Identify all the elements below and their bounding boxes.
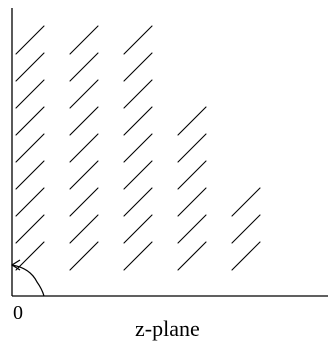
- hatch-stroke: [123, 25, 153, 55]
- hatch-stroke: [123, 187, 153, 217]
- hatch-stroke: [231, 241, 261, 271]
- hatch-stroke: [69, 160, 99, 190]
- hatch-stroke: [15, 52, 45, 82]
- hatch-stroke: [69, 214, 99, 244]
- hatch-stroke: [177, 214, 207, 244]
- hatch-stroke: [123, 241, 153, 271]
- hatch-stroke: [15, 25, 45, 55]
- angle-arc: [11, 264, 45, 297]
- hatch-stroke: [123, 133, 153, 163]
- hatch-stroke: [177, 106, 207, 136]
- hatch-stroke: [69, 241, 99, 271]
- hatch-stroke: [15, 241, 45, 271]
- hatch-stroke: [123, 160, 153, 190]
- hatch-stroke: [123, 52, 153, 82]
- hatch-stroke: [15, 79, 45, 109]
- hatch-stroke: [15, 133, 45, 163]
- origin-label: 0: [13, 302, 23, 324]
- hatch-stroke: [231, 214, 261, 244]
- hatch-stroke: [177, 160, 207, 190]
- hatch-stroke: [123, 214, 153, 244]
- hatch-stroke: [15, 214, 45, 244]
- hatched-region: [15, 25, 261, 271]
- hatch-stroke: [177, 241, 207, 271]
- hatch-stroke: [123, 79, 153, 109]
- hatch-stroke: [15, 187, 45, 217]
- hatch-stroke: [69, 52, 99, 82]
- hatch-stroke: [69, 25, 99, 55]
- hatch-stroke: [69, 106, 99, 136]
- hatch-stroke: [69, 133, 99, 163]
- hatch-stroke: [69, 187, 99, 217]
- hatch-stroke: [69, 79, 99, 109]
- hatch-stroke: [231, 187, 261, 217]
- hatch-stroke: [15, 160, 45, 190]
- hatch-stroke: [15, 106, 45, 136]
- arrowhead-icon: [10, 259, 21, 271]
- hatch-stroke: [123, 106, 153, 136]
- hatch-stroke: [177, 187, 207, 217]
- plane-label: z-plane: [135, 316, 200, 341]
- hatch-stroke: [177, 133, 207, 163]
